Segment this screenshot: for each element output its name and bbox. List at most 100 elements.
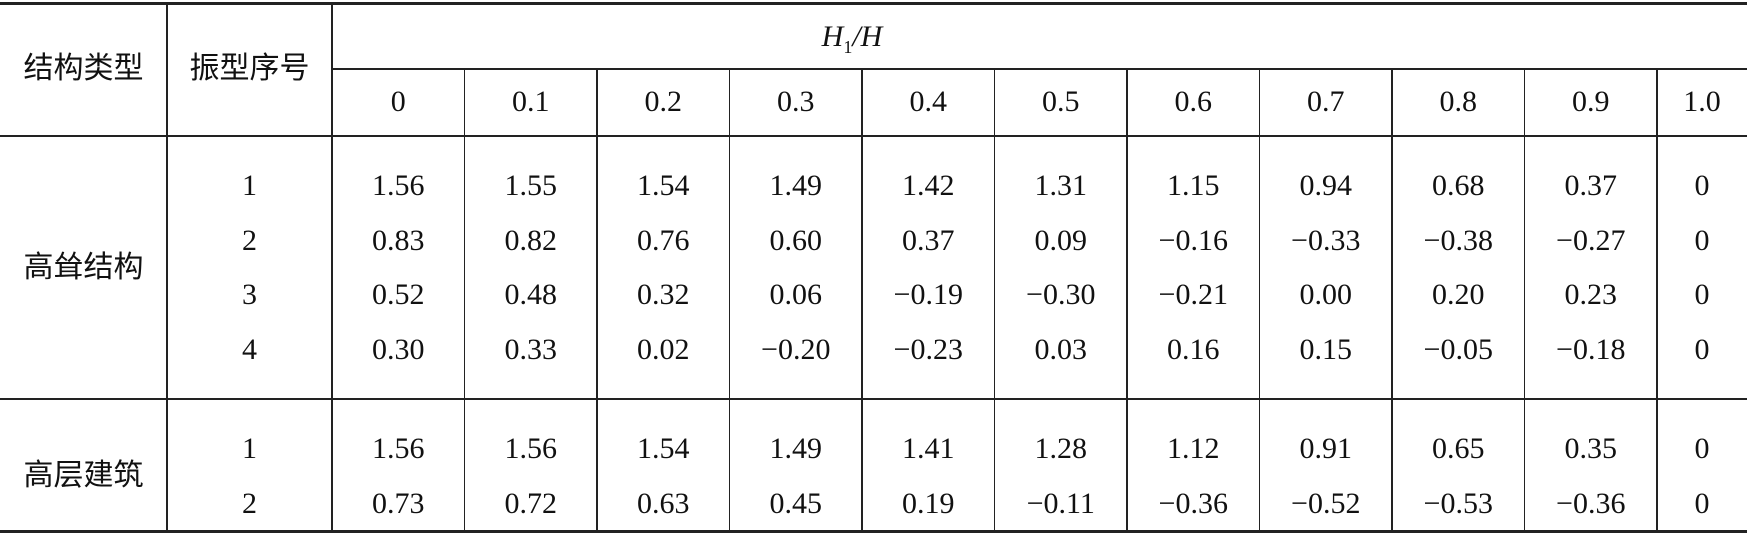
ratio-rest: /H [852, 20, 883, 53]
cell-value: 0.82 [504, 223, 558, 257]
cell-value: 0 [1694, 432, 1710, 465]
cell-value: 0.03 [1034, 332, 1088, 366]
cell-value: 0.48 [504, 278, 558, 311]
cell-value: 0.00 [1299, 278, 1353, 311]
cell-value: −0.30 [1026, 278, 1096, 311]
cell-value: −0.52 [1291, 486, 1361, 520]
cell-value: 1.56 [504, 432, 558, 465]
mode-number: 2 [242, 486, 257, 520]
cell-value: −0.27 [1556, 223, 1626, 257]
rule [0, 398, 1747, 400]
cell-value: −0.53 [1423, 486, 1493, 520]
cell-value: 0.06 [769, 278, 823, 311]
rule [0, 530, 1747, 533]
cell-value: 0.30 [372, 332, 425, 366]
ratio-header: 0.2 [644, 85, 683, 118]
mode-number: 2 [242, 223, 257, 257]
rule [1258, 69, 1261, 531]
cell-value: 0.52 [372, 278, 425, 311]
cell-value: 0.72 [504, 486, 558, 520]
mode-number: 1 [242, 169, 257, 202]
cell-value: −0.16 [1158, 223, 1228, 257]
cell-value: −0.11 [1026, 486, 1095, 520]
cell-value: 1.49 [769, 169, 823, 202]
cell-value: 1.54 [637, 169, 690, 202]
cell-value: 0.83 [372, 223, 425, 257]
cell-value: 1.54 [637, 432, 690, 465]
rule [1391, 69, 1393, 531]
rule [993, 69, 996, 531]
cell-value: 0.37 [1564, 169, 1618, 202]
ratio-header: 0 [390, 85, 406, 118]
rule [463, 69, 466, 531]
ratio-header: 0.4 [909, 85, 948, 118]
cell-value: −0.19 [893, 278, 963, 311]
structure-type: 高层建筑 [23, 459, 144, 493]
ratio-header: 0.8 [1439, 85, 1478, 118]
cell-value: 1.41 [902, 432, 955, 465]
cell-value: 1.31 [1034, 169, 1088, 202]
cell-value: 0 [1694, 169, 1710, 202]
cell-value: 0.16 [1167, 332, 1220, 366]
mode-header: 振型序号 [189, 52, 310, 85]
cell-value: 0.32 [637, 278, 690, 311]
cell-value: 1.56 [372, 432, 425, 465]
rule [596, 69, 598, 531]
ratio-header: 0.9 [1572, 85, 1610, 118]
cell-value: 0.63 [637, 486, 690, 520]
cell-value: 0.02 [637, 332, 690, 366]
cell-value: 0.33 [504, 332, 558, 366]
type-header: 结构类型 [23, 52, 144, 85]
cell-value: −0.21 [1158, 278, 1228, 311]
ratio-header: 0.1 [512, 85, 550, 118]
cell-value: 0.37 [902, 223, 955, 257]
cell-value: −0.23 [893, 332, 963, 366]
cell-value: 1.42 [902, 169, 955, 202]
rule [0, 2, 1747, 5]
cell-value: 1.15 [1167, 169, 1220, 202]
cell-value: 1.56 [372, 169, 425, 202]
rule [332, 68, 1747, 70]
cell-value: −0.05 [1423, 332, 1493, 366]
cell-value: 0.23 [1564, 278, 1618, 311]
cell-value: 0.60 [769, 223, 823, 257]
ratio-symbol: H [821, 20, 844, 53]
rule [1126, 69, 1128, 531]
ratio-sub: 1 [843, 37, 853, 57]
rule [861, 69, 863, 531]
cell-value: 0.65 [1432, 432, 1485, 465]
ratio-header: 0.7 [1307, 85, 1345, 118]
cell-value: −0.38 [1423, 223, 1493, 257]
structure-type: 高耸结构 [23, 250, 144, 284]
ratio-header: 0.3 [777, 85, 815, 118]
cell-value: 0.19 [902, 486, 955, 520]
cell-value: 0.68 [1432, 169, 1485, 202]
cell-value: 0 [1694, 223, 1710, 257]
cell-value: 0.94 [1299, 169, 1353, 202]
cell-value: −0.18 [1556, 332, 1626, 366]
cell-value: 0.35 [1564, 432, 1618, 465]
cell-value: −0.33 [1291, 223, 1361, 257]
mode-number: 3 [242, 278, 257, 311]
ratio-header: 0.5 [1042, 85, 1080, 118]
rule [331, 4, 333, 531]
cell-value: 0.76 [637, 223, 690, 257]
rule [1656, 69, 1658, 531]
ratio-header: 0.6 [1174, 85, 1213, 118]
cell-value: 0.09 [1034, 223, 1088, 257]
rule [1523, 69, 1526, 531]
cell-value: 0 [1694, 278, 1710, 311]
ratio-header: 1.0 [1683, 85, 1721, 118]
cell-value: 1.28 [1034, 432, 1088, 465]
rule [0, 135, 1747, 137]
ratio-label: H1/H [821, 20, 883, 57]
cell-value: 1.49 [769, 432, 823, 465]
cell-value: 0 [1694, 486, 1710, 520]
cell-value: 0 [1694, 332, 1710, 366]
cell-value: 1.12 [1167, 432, 1220, 465]
cell-value: 1.55 [504, 169, 558, 202]
cell-value: −0.20 [761, 332, 831, 366]
cell-value: 0.45 [769, 486, 823, 520]
rule [728, 69, 731, 531]
